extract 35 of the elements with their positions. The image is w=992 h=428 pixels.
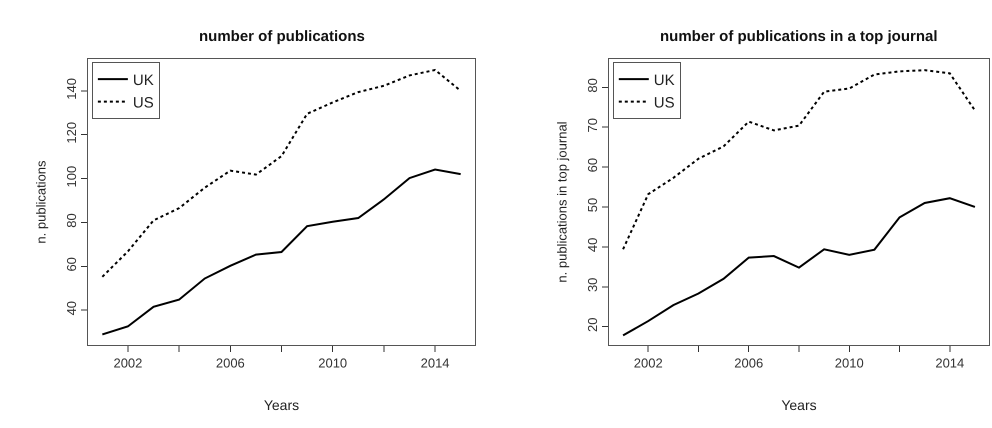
line-series <box>101 68 462 278</box>
y-tick-label: 30 <box>584 278 600 292</box>
x-tick-label: 2014 <box>935 356 964 371</box>
x-axis-title: Years <box>264 396 300 413</box>
y-tick-label: 80 <box>64 213 79 228</box>
x-tick-label: 2014 <box>420 356 450 371</box>
y-tick-label: 70 <box>584 118 600 132</box>
chart-title: number of publications in a top journal <box>660 28 938 45</box>
chart-title: number of publications <box>199 28 365 45</box>
y-tick-label: 40 <box>584 238 600 252</box>
y-tick-label: 60 <box>64 257 79 272</box>
legend-label: UK <box>132 72 154 89</box>
line-series <box>101 168 462 336</box>
x-tick-label: 2010 <box>318 356 348 371</box>
y-tick-label: 100 <box>64 166 79 188</box>
y-tick-label: 120 <box>64 122 79 144</box>
y-axis-title: n. publications in top journal <box>554 121 570 283</box>
x-axis-title: Years <box>781 396 817 413</box>
legend-label: US <box>132 94 154 112</box>
legend-label: UK <box>654 72 675 89</box>
y-axis-title: n. publications <box>34 160 49 244</box>
x-tick-label: 2006 <box>216 356 245 371</box>
line-series <box>622 197 976 336</box>
x-tick-label: 2006 <box>734 356 764 371</box>
y-tick-label: 60 <box>584 158 600 172</box>
x-tick-label: 2002 <box>113 356 142 371</box>
legend-label: US <box>654 94 675 112</box>
y-tick-label: 20 <box>584 317 600 332</box>
line-series <box>622 69 976 250</box>
y-tick-label: 40 <box>64 300 79 316</box>
y-tick-label: 50 <box>584 198 600 212</box>
x-tick-label: 2002 <box>634 356 663 371</box>
x-tick-label: 2010 <box>834 356 864 371</box>
y-tick-label: 140 <box>64 78 79 100</box>
y-tick-label: 80 <box>584 78 600 93</box>
